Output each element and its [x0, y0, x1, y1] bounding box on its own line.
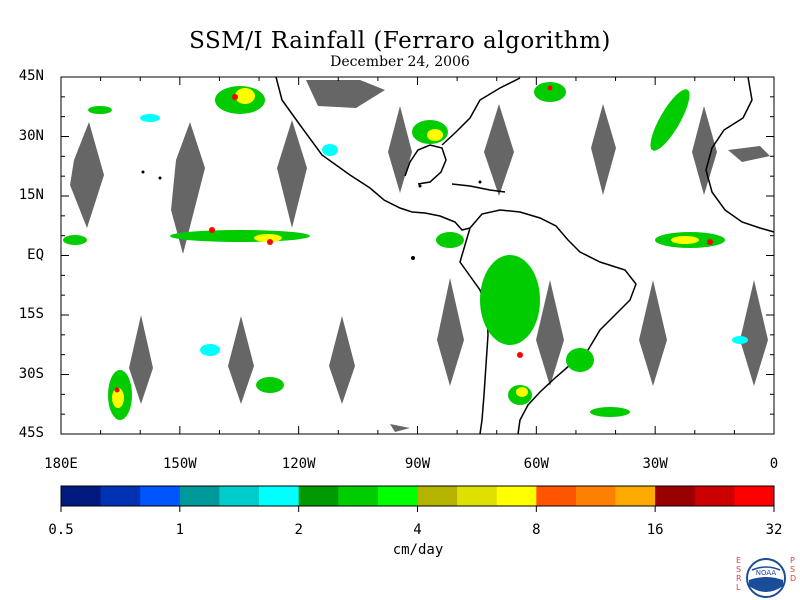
colorbar-swatch	[179, 486, 220, 506]
colorbar-swatch	[259, 486, 300, 506]
colorbar-swatch	[457, 486, 498, 506]
logo-letters-right: P S D	[790, 556, 797, 583]
colorbar-swatch	[655, 486, 696, 506]
lon-label: 30W	[642, 456, 668, 472]
lon-label: 180E	[44, 456, 78, 472]
colorbar-tick-label: 2	[294, 522, 303, 538]
lat-label: 30N	[18, 127, 44, 144]
noaa-emblem-icon: NOAA	[746, 558, 786, 598]
lat-label: 45S	[18, 425, 44, 441]
colorbar-swatch	[338, 486, 379, 506]
colorbar-units: cm/day	[392, 542, 444, 558]
lon-label: 120W	[281, 456, 316, 472]
logo-letters-left: E S R L	[736, 556, 742, 592]
lat-label: 15S	[18, 306, 44, 322]
colorbar-swatch	[100, 486, 141, 506]
noaa-esrl-psd-logo: E S R L NOAA P S D	[734, 556, 798, 600]
colorbar-swatch	[140, 486, 181, 506]
colorbar-tick-label: 32	[765, 522, 783, 538]
colorbar-swatch	[575, 486, 617, 506]
lat-label: 30S	[18, 365, 44, 382]
colorbar-swatch	[536, 486, 577, 506]
colorbar	[60, 485, 775, 512]
svg-text:NOAA: NOAA	[756, 569, 777, 577]
colorbar-swatch	[496, 486, 537, 506]
colorbar-swatch	[615, 486, 656, 506]
colorbar-swatch	[61, 486, 102, 506]
colorbar-tick-label: 8	[532, 522, 541, 538]
lat-label: EQ	[27, 246, 44, 263]
colorbar-tick-label: 16	[646, 522, 664, 538]
map-subtitle: December 24, 2006	[330, 54, 470, 70]
islands	[141, 170, 482, 260]
rainfall-clusters	[63, 82, 748, 420]
lon-label: 60W	[523, 456, 549, 472]
lon-label: 90W	[404, 456, 431, 472]
colorbar-swatch	[298, 486, 339, 506]
lat-label: 15N	[18, 187, 44, 203]
colorbar-swatch	[417, 486, 458, 506]
lon-label: 0	[769, 456, 779, 472]
colorbar-swatch	[694, 486, 735, 506]
lat-label: 45N	[18, 68, 44, 84]
axis-ticks	[60, 76, 775, 435]
lon-label: 150W	[162, 456, 197, 472]
map-title: SSM/I Rainfall (Ferraro algorithm)	[189, 28, 611, 54]
colorbar-swatch	[734, 486, 775, 506]
colorbar-swatch	[377, 486, 418, 506]
colorbar-swatch	[219, 486, 260, 506]
colorbar-tick-label: 0.5	[48, 522, 74, 538]
colorbar-tick-label: 4	[413, 522, 422, 538]
colorbar-tick-label: 1	[175, 522, 185, 538]
